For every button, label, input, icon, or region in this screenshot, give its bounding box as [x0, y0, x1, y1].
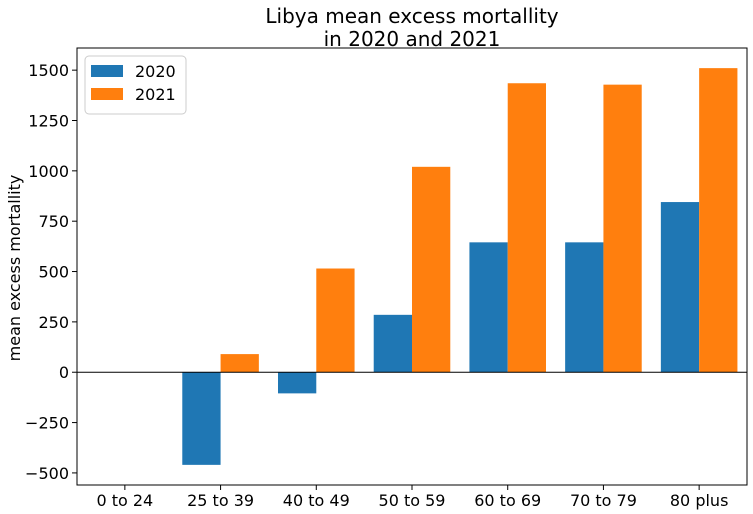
x-tick-label: 0 to 24	[96, 491, 153, 510]
chart-title-line-1: Libya mean excess mortallity	[265, 4, 558, 28]
bar-2020-2	[182, 372, 221, 465]
axes-group: −500 −250 0 250 500 750 1000 1250 1500 0 to 24 25 …	[25, 47, 748, 510]
bar-2020-5	[469, 242, 508, 373]
y-tick-label: 1500	[28, 61, 69, 80]
legend-swatch-2020	[91, 65, 123, 77]
y-tick-label: 250	[38, 313, 69, 332]
chart-title-line-2: in 2020 and 2021	[324, 27, 501, 51]
legend-label-2020: 2020	[135, 62, 176, 81]
bar-2021-2	[220, 354, 259, 373]
bar-2021-7	[699, 68, 738, 373]
x-tick-label: 40 to 49	[283, 491, 350, 510]
y-tick-label: 0	[59, 363, 69, 382]
y-tick-label: 500	[38, 263, 69, 282]
y-tick-label: −250	[25, 414, 69, 433]
x-tick-label: 25 to 39	[187, 491, 254, 510]
bar-2021-6	[603, 84, 642, 373]
y-tick-label: 1250	[28, 111, 69, 130]
y-tick-label: −500	[25, 464, 69, 483]
y-tick-label: 750	[38, 212, 69, 231]
x-tick-label: 70 to 79	[570, 491, 637, 510]
y-tick-label: 1000	[28, 162, 69, 181]
legend-label-2021: 2021	[135, 85, 176, 104]
bar-2021-3	[316, 268, 355, 373]
x-tick-label: 50 to 59	[379, 491, 446, 510]
y-axis-label: mean excess mortallity	[5, 175, 24, 362]
bar-2021-4	[412, 166, 451, 373]
bar-2020-3	[278, 372, 317, 394]
x-tick-label: 60 to 69	[474, 491, 541, 510]
bar-2021-5	[507, 83, 546, 373]
legend-swatch-2021	[91, 88, 123, 100]
x-tick-label: 80 plus	[670, 491, 729, 510]
bar-2020-7	[660, 202, 700, 373]
bars-group	[182, 68, 738, 465]
bar-2020-6	[565, 242, 604, 373]
legend: 2020 2021	[84, 55, 187, 115]
bar-2020-4	[373, 314, 412, 373]
